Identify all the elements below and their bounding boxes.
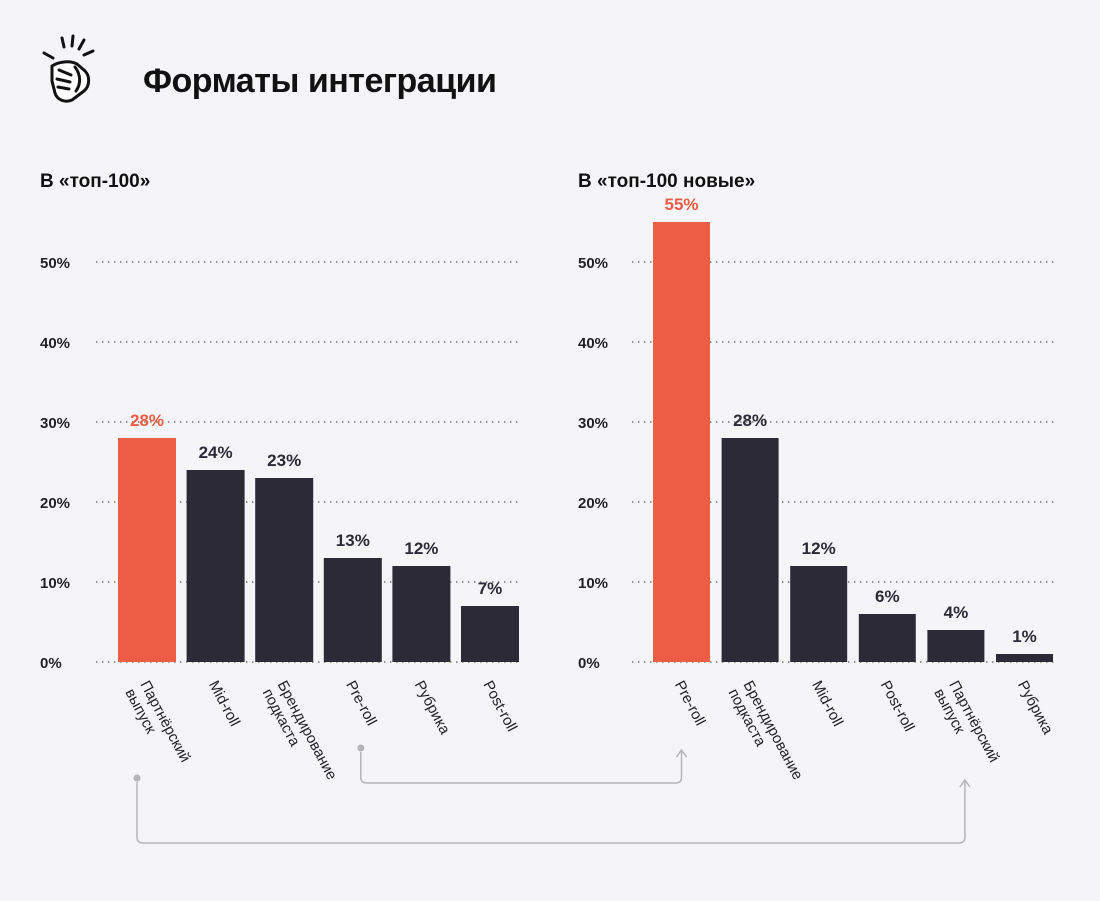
category-label: Партнёрскийвыпуск (930, 678, 1002, 773)
y-tick-label: 0% (578, 655, 600, 672)
category-label: Рубрика (1014, 678, 1057, 738)
value-label: 12% (802, 539, 836, 558)
value-label: 12% (404, 539, 438, 558)
category-label: Брендированиеподкаста (725, 678, 807, 791)
category-label: Рубрика (411, 678, 454, 738)
page-title: Форматы интеграции (143, 62, 497, 100)
category-label: Post-roll (479, 678, 520, 735)
y-tick-label: 20% (40, 495, 70, 512)
bar (323, 558, 382, 662)
y-tick-label: 40% (40, 335, 70, 352)
y-tick-label: 50% (40, 255, 70, 272)
bar (461, 606, 519, 662)
connector-arrowhead (675, 748, 688, 758)
value-label: 4% (944, 603, 969, 622)
chart-title: В «топ-100 новые» (578, 171, 755, 192)
connector-line (360, 750, 683, 784)
value-label: 24% (199, 443, 233, 462)
bar (118, 438, 176, 662)
bar (721, 438, 779, 662)
value-label: 55% (664, 195, 698, 214)
bar (927, 630, 985, 662)
category-label: Pre-roll (342, 678, 380, 729)
bar (996, 654, 1053, 662)
value-label: 6% (875, 587, 900, 606)
value-label: 23% (267, 451, 301, 470)
value-label: 28% (130, 411, 164, 430)
y-tick-label: 10% (578, 575, 608, 592)
connector-dot (133, 774, 141, 782)
category-label: Брендированиеподкаста (259, 678, 341, 791)
y-tick-label: 40% (578, 335, 608, 352)
bar (653, 222, 710, 662)
value-label: 1% (1012, 627, 1037, 646)
category-label: Post-roll (877, 678, 918, 735)
value-label: 13% (336, 531, 370, 550)
connector (357, 744, 688, 784)
y-tick-label: 30% (40, 415, 70, 432)
chart-title: В «топ-100» (40, 171, 150, 192)
chart-1: В «топ-100» 0% 10% 20% 30% 40% 50% 28% Партнёрск… (40, 171, 522, 791)
connector (133, 774, 971, 844)
bar (186, 470, 245, 662)
bar (790, 566, 848, 662)
value-label: 7% (478, 579, 503, 598)
y-tick-label: 10% (40, 575, 70, 592)
y-tick-label: 20% (578, 495, 608, 512)
connector-dot (357, 744, 365, 752)
bar (858, 614, 916, 662)
bar (255, 478, 314, 662)
chart-2: В «топ-100 новые» 0% 10% 20% 30% 40% 50% 55% Pre… (578, 171, 1057, 791)
category-label: Партнёрскийвыпуск (121, 678, 193, 773)
bar (392, 566, 451, 662)
connector-arrowhead (959, 778, 971, 788)
category-label: Mid-roll (205, 678, 243, 729)
y-tick-label: 0% (40, 655, 62, 672)
connector-line (136, 780, 966, 844)
y-tick-label: 30% (578, 415, 608, 432)
category-label: Mid-roll (808, 678, 846, 729)
category-label: Pre-roll (671, 678, 709, 729)
y-tick-label: 50% (578, 255, 608, 272)
value-label: 28% (733, 411, 767, 430)
hand-snap-icon (42, 34, 95, 103)
